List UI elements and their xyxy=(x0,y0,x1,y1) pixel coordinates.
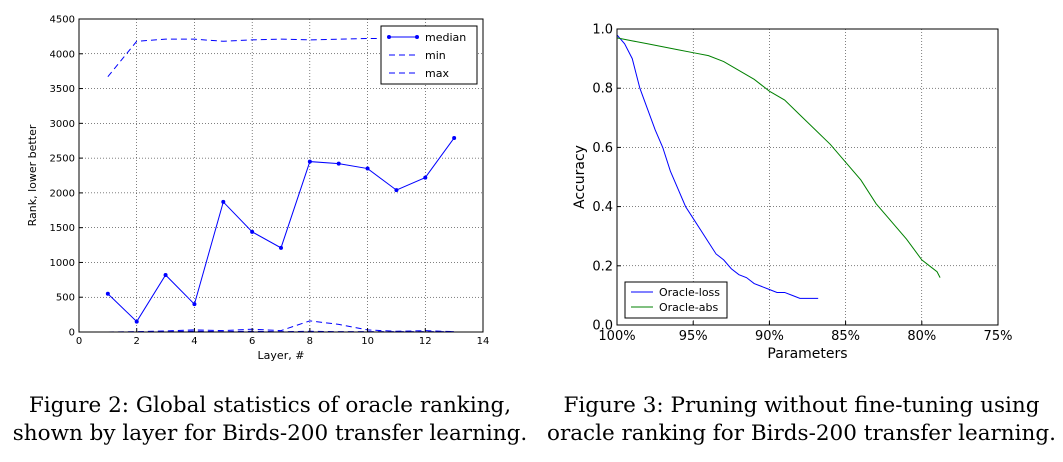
figure2-point-median xyxy=(336,161,341,166)
figure3-series-oracle-abs xyxy=(616,37,941,278)
figure3-x-tick-label: 80% xyxy=(907,329,936,344)
figure3-y-tick-label: 1.0 xyxy=(592,23,613,38)
figure3-legend-label-oracle-loss: Oracle-loss xyxy=(659,286,720,299)
figure2-legend-label-max: max xyxy=(425,67,449,80)
figure2-y-tick-label: 3000 xyxy=(50,119,75,130)
figure2-legend-label-median: median xyxy=(425,31,466,44)
figure2-y-tick-label: 2000 xyxy=(50,188,75,199)
figure3-caption-line2: oracle ranking for Birds-200 transfer le… xyxy=(547,421,1056,446)
figure2-y-tick-label: 4000 xyxy=(50,49,75,60)
figure3-series-lines xyxy=(616,34,941,299)
figure3-caption: Figure 3: Pruning without fine-tuning us… xyxy=(540,392,1063,448)
figure3-legend: Oracle-loss Oracle-abs xyxy=(624,281,728,319)
figure3-legend-label-oracle-abs: Oracle-abs xyxy=(659,301,718,314)
figure2-x-tick-label: 14 xyxy=(477,336,490,347)
figure2-x-tick-label: 8 xyxy=(307,336,313,347)
figure2-point-median xyxy=(423,175,428,180)
figure2-x-tick-label: 2 xyxy=(134,336,140,347)
figure2-y-tick-label: 1500 xyxy=(50,223,75,234)
figure3-ticks: 100% 95% 90% 85% 80% 75% 0.0 0.2 0.4 0.6 0.8 1.0 xyxy=(592,23,1012,345)
figure2-point-median xyxy=(250,229,255,234)
figure2-legend-dot xyxy=(415,35,419,39)
figure3-x-axis-label: Parameters xyxy=(767,346,847,362)
figure2-x-tick-label: 4 xyxy=(191,336,197,347)
figure2-point-median xyxy=(221,199,226,204)
figure3-grid xyxy=(617,29,998,325)
figure2-y-tick-label: 4500 xyxy=(50,15,75,26)
figure3-y-tick-label: 0.0 xyxy=(592,319,613,334)
figure2-x-tick-label: 0 xyxy=(76,336,82,347)
figure3-y-tick-label: 0.6 xyxy=(592,141,613,156)
figure2-point-median xyxy=(163,272,168,277)
figure3-x-tick-label: 100% xyxy=(598,329,635,344)
figure2-point-median xyxy=(134,319,139,324)
figure2-grid xyxy=(79,19,483,332)
figure2-x-axis-label: Layer, # xyxy=(258,349,305,362)
figure2-series-median xyxy=(107,137,455,323)
figure3-y-tick-label: 0.8 xyxy=(592,82,613,97)
figure2-x-tick-label: 10 xyxy=(361,336,374,347)
figure2-caption-line2: shown by layer for Birds-200 transfer le… xyxy=(12,421,528,446)
figure2-x-tick-label: 6 xyxy=(249,336,255,347)
figure2-legend: median min max xyxy=(380,25,478,85)
figure3-y-tick-label: 0.4 xyxy=(592,200,613,215)
figure2-point-median xyxy=(192,302,197,307)
figure2-y-tick-label: 2500 xyxy=(50,154,75,165)
figure3-plot-frame xyxy=(616,28,999,326)
figure2-caption-line1: Figure 2: Global statistics of oracle ra… xyxy=(28,393,512,418)
figure2-legend-dot xyxy=(387,35,391,39)
figure2-point-median xyxy=(365,166,370,171)
figure3-x-tick-label: 95% xyxy=(679,329,708,344)
figure2-legend-box xyxy=(380,25,478,85)
figure3-legend-box xyxy=(624,281,728,319)
figure2-x-tick-label: 12 xyxy=(419,336,432,347)
figure2-point-median xyxy=(105,291,110,296)
figure2-point-median xyxy=(307,159,312,164)
figure2-ticks: 0 2 4 6 8 10 12 14 0 500 1000 1500 2000 2500 3000 3500 4… xyxy=(50,15,490,348)
figure2-y-tick-label: 500 xyxy=(56,293,75,304)
figure3-chart: 100% 95% 90% 85% 80% 75% 0.0 0.2 0.4 0.6 0.8 1.0 Or… xyxy=(572,23,1012,363)
figure3-caption-line1: Figure 3: Pruning without fine-tuning us… xyxy=(563,393,1040,418)
figure3-y-axis-label: Accuracy xyxy=(572,145,588,209)
figure2-chart: 0 2 4 6 8 10 12 14 0 500 1000 1500 2000 2500 3000 3500 4… xyxy=(26,15,490,363)
figure2-point-median xyxy=(452,135,457,140)
figure2-point-median xyxy=(394,188,399,193)
figure3-x-tick-label: 85% xyxy=(831,329,860,344)
figure2-point-median xyxy=(279,245,283,250)
figure3-x-tick-label: 75% xyxy=(984,329,1013,344)
figure3-x-tick-label: 90% xyxy=(755,329,784,344)
figure2-y-tick-label: 1000 xyxy=(50,258,75,269)
figure2-y-tick-label: 0 xyxy=(69,328,75,339)
figure3-y-tick-label: 0.2 xyxy=(592,259,613,274)
figure2-series-secondary-dashed xyxy=(107,320,455,333)
figure2-plot-frame xyxy=(78,18,484,333)
figure2-legend-label-min: min xyxy=(425,49,446,62)
figure2-y-axis-label: Rank, lower better xyxy=(26,124,39,226)
figure3-series-oracle-loss xyxy=(616,34,819,299)
figure2-caption: Figure 2: Global statistics of oracle ra… xyxy=(10,392,530,448)
figure2-y-tick-label: 3500 xyxy=(50,84,75,95)
